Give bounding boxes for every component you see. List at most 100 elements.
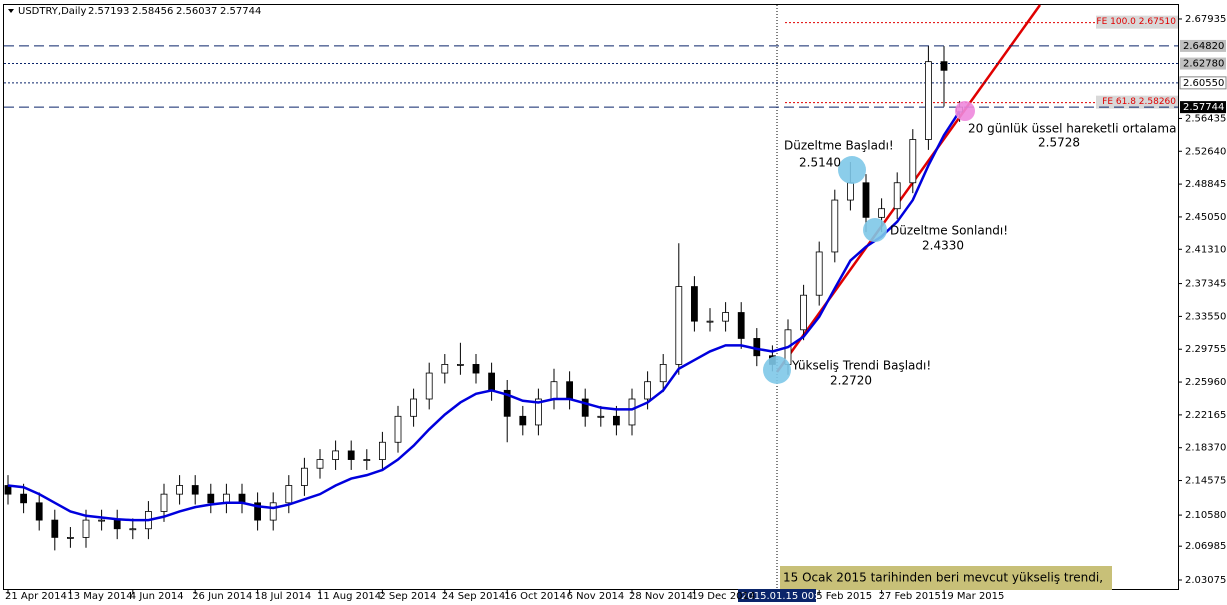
annotation-value: 2.4330 bbox=[922, 239, 964, 253]
candle-body bbox=[347, 450, 355, 460]
candle-body bbox=[67, 537, 74, 539]
ohlc-low: 2.56037 bbox=[176, 6, 217, 17]
candle-body bbox=[706, 320, 714, 323]
candle-body bbox=[613, 415, 620, 426]
candle-body bbox=[878, 208, 885, 218]
x-tick-label: 16 Oct 2014 bbox=[504, 591, 566, 602]
y-tick-label: 2.14575 bbox=[1185, 476, 1226, 487]
ohlc-close: 2.57744 bbox=[220, 6, 261, 17]
marker bbox=[955, 101, 975, 121]
level-label: 2.60550 bbox=[1183, 78, 1224, 89]
y-tick-label: 2.67935 bbox=[1185, 14, 1226, 25]
candle-body bbox=[644, 381, 651, 400]
x-tick-label: 26 Jun 2014 bbox=[192, 591, 252, 602]
candle-body bbox=[300, 467, 308, 486]
plot-frame bbox=[3, 4, 1179, 590]
y-tick-label: 2.03075 bbox=[1185, 575, 1226, 586]
y-tick-label: 2.33550 bbox=[1185, 311, 1226, 322]
candle-body bbox=[800, 294, 807, 331]
level-label: 2.62780 bbox=[1183, 59, 1224, 70]
y-tick-label: 2.22165 bbox=[1185, 410, 1226, 421]
candle-body bbox=[378, 441, 386, 460]
candle-body bbox=[862, 182, 870, 218]
candle-body bbox=[675, 286, 683, 365]
candle-body bbox=[425, 372, 433, 400]
candle-body bbox=[51, 519, 59, 538]
level-box bbox=[1180, 101, 1226, 114]
marker bbox=[863, 218, 887, 242]
y-tick-label: 2.48845 bbox=[1185, 179, 1226, 190]
x-tick-label: 19 Mar 2015 bbox=[941, 591, 1004, 602]
level-box bbox=[1180, 39, 1226, 52]
x-tick-label: 4 Jun 2014 bbox=[130, 591, 184, 602]
y-tick-label: 2.29755 bbox=[1185, 344, 1226, 355]
candle-body bbox=[456, 364, 464, 366]
annotation-value: 2.2720 bbox=[830, 374, 872, 388]
candle-body bbox=[20, 493, 28, 504]
candle-body bbox=[363, 459, 371, 461]
candle-body bbox=[737, 312, 745, 339]
fibo-box bbox=[1096, 95, 1178, 109]
marker bbox=[763, 356, 791, 384]
annotation: Yükseliş Trendi Başladı! bbox=[791, 359, 931, 373]
y-tick-label: 2.06985 bbox=[1185, 541, 1226, 552]
annotation-value: 2.5140 bbox=[799, 156, 841, 170]
note-box bbox=[780, 566, 1112, 590]
candle-body bbox=[488, 372, 496, 391]
x-tick-label: 13 May 2014 bbox=[67, 591, 132, 602]
fibo-box bbox=[1096, 15, 1178, 29]
candle-body bbox=[831, 199, 839, 253]
candle-body bbox=[98, 519, 105, 522]
candle-body bbox=[222, 493, 230, 504]
x-tick-label: 5 Feb 2015 bbox=[816, 591, 872, 602]
y-tick-label: 2.37345 bbox=[1185, 279, 1226, 290]
candle-body bbox=[847, 182, 854, 201]
x-tick-label: 18 Jul 2014 bbox=[255, 591, 312, 602]
candle-body bbox=[628, 398, 636, 426]
candle-body bbox=[160, 493, 168, 512]
candle-body bbox=[191, 485, 199, 495]
annotation: 20 günlük üssel hareketli ortalama bbox=[968, 122, 1176, 136]
ema-line bbox=[7, 110, 961, 522]
menu-arrow[interactable] bbox=[8, 9, 14, 13]
candle-body bbox=[535, 398, 542, 426]
fibo-label: FE 61.8 2.58260 bbox=[1102, 97, 1176, 107]
fibo-label: FE 100.0 2.67510 bbox=[1096, 17, 1176, 27]
candle-body bbox=[332, 450, 340, 460]
note: 15 Ocak 2015 tarihinden beri mevcut yüks… bbox=[783, 571, 1103, 585]
x-tick-label: 19 Dec 2014 bbox=[691, 591, 755, 602]
y-tick-label: 2.41310 bbox=[1185, 244, 1226, 255]
candle-body bbox=[925, 61, 932, 140]
y-tick-label: 2.52640 bbox=[1185, 146, 1226, 157]
annotation: Düzeltme Sonlandı! bbox=[890, 224, 1008, 238]
candle-body bbox=[254, 502, 262, 521]
y-tick-label: 2.18370 bbox=[1185, 443, 1226, 454]
y-tick-label: 2.10580 bbox=[1185, 510, 1226, 521]
candle-body bbox=[893, 182, 901, 210]
ohlc-open: 2.57193 bbox=[88, 6, 129, 17]
annotation-value: 2.5728 bbox=[1038, 136, 1080, 150]
candle-body bbox=[659, 364, 667, 383]
candle-body bbox=[581, 398, 589, 417]
candle-body bbox=[940, 61, 948, 71]
x-tick-label: 28 Nov 2014 bbox=[629, 591, 693, 602]
candle-body bbox=[316, 459, 324, 469]
level-box bbox=[1180, 57, 1226, 70]
candle-body bbox=[394, 415, 402, 443]
candle-body bbox=[691, 286, 698, 322]
x-tick-label: 27 Feb 2015 bbox=[879, 591, 941, 602]
candle-body bbox=[238, 493, 246, 504]
candle-body bbox=[503, 389, 511, 417]
y-tick-label: 2.25960 bbox=[1185, 377, 1226, 388]
candle-body bbox=[207, 493, 215, 504]
x-tick-label: 6 Nov 2014 bbox=[567, 591, 625, 602]
crosshair-box bbox=[738, 589, 816, 602]
y-tick-label: 2.56435 bbox=[1185, 113, 1226, 124]
candle-body bbox=[815, 251, 823, 296]
candle-body bbox=[410, 398, 418, 417]
annotation: Düzeltme Başladı! bbox=[784, 139, 894, 153]
crosshair-label: 2015.01.15 00:00 bbox=[741, 591, 830, 602]
